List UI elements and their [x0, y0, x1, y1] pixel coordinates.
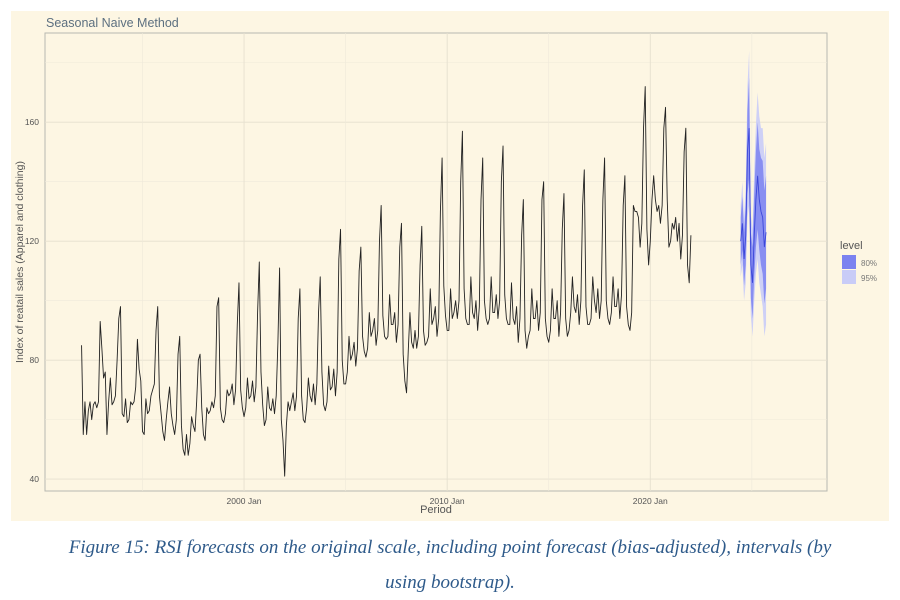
y-tick-label: 80	[30, 355, 40, 365]
legend-label-80: 80%	[861, 259, 877, 268]
chart-title: Seasonal Naive Method	[46, 16, 179, 30]
forecast-mean-line	[740, 128, 767, 283]
forecast-band-80	[740, 77, 767, 319]
figure-caption: Figure 15: RSI forecasts on the original…	[0, 530, 900, 600]
x-tick-label: 2020 Jan	[633, 496, 668, 506]
caption-line-1: Figure 15: RSI forecasts on the original…	[68, 537, 832, 558]
x-tick-label: 2000 Jan	[227, 496, 262, 506]
x-axis-title: Period	[420, 504, 452, 516]
y-tick-label: 160	[25, 117, 39, 127]
line-layer	[81, 86, 767, 477]
plot-panel	[44, 32, 828, 492]
tick-layer: 40 80 120 160 2000 Jan 2010 Jan 2020 Jan	[25, 117, 668, 506]
y-tick-label: 40	[30, 474, 40, 484]
y-tick-label: 120	[25, 236, 39, 246]
grid-layer	[45, 33, 827, 491]
legend: level 80% 95%	[840, 240, 877, 284]
x-tick-label: 2010 Jan	[430, 496, 465, 506]
forecast-band-layer	[740, 50, 767, 337]
chart-figure: Seasonal Naive Method 40 80 120 160 2000 Jan…	[11, 11, 889, 521]
y-axis-title: Index of reatail sales (Apparel and clot…	[14, 161, 26, 363]
legend-title: level	[840, 240, 863, 252]
forecast-band-95	[740, 50, 767, 337]
history-series-line	[81, 86, 692, 477]
legend-key-80	[842, 255, 856, 269]
legend-label-95: 95%	[861, 274, 877, 283]
caption-line-2: using bootstrap).	[385, 572, 515, 593]
legend-key-95	[842, 270, 856, 284]
